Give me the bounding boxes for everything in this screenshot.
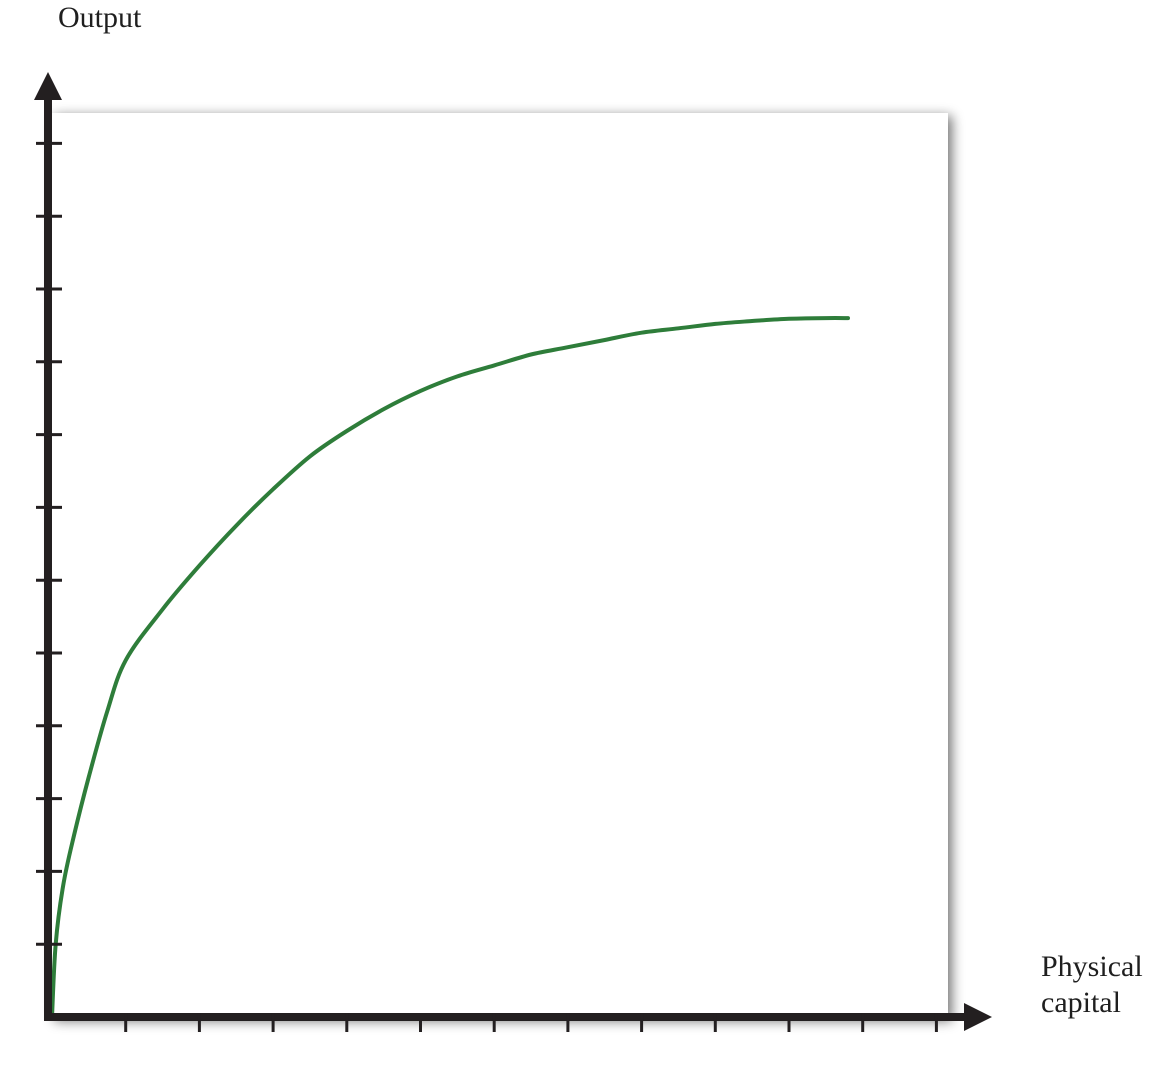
y-axis-arrow (34, 72, 62, 100)
plot-area (50, 113, 948, 1018)
series-layer (50, 316, 850, 1019)
series-line-1 (50, 316, 850, 1019)
x-axis-title: Physical capital (1041, 949, 1161, 1021)
x-axis-title-line-1: Physical (1041, 950, 1143, 983)
x-axis-title-line-2: capital (1041, 986, 1121, 1019)
axes (34, 72, 992, 1032)
x-axis-arrow (964, 1003, 992, 1031)
y-axis-title: Output (58, 1, 142, 34)
